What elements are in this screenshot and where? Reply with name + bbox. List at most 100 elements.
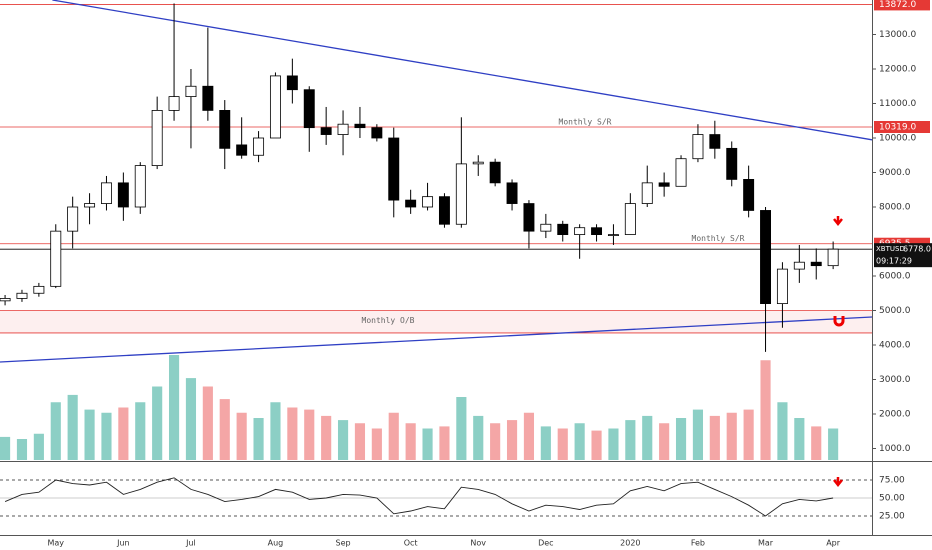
x-tick-label: 2020 — [620, 539, 640, 548]
x-tick-label: Apr — [826, 539, 841, 548]
volume-bar — [591, 430, 602, 460]
level-badge — [874, 120, 930, 133]
x-tick-label: Nov — [470, 539, 486, 548]
volume-bar — [168, 355, 180, 460]
candle-body — [320, 127, 332, 135]
level-badge — [874, 0, 930, 11]
candle-body — [33, 285, 45, 294]
x-tick-label: Sep — [336, 539, 351, 548]
candle-body — [371, 127, 383, 139]
y-tick-label: 11000.0 — [879, 99, 916, 109]
y-tick-label: 6000.0 — [879, 272, 911, 282]
current-time: 09:17:29 — [876, 257, 912, 266]
volume-bar — [743, 409, 754, 460]
candle-body — [354, 123, 366, 129]
candle-body — [489, 161, 501, 184]
volume-bar — [304, 409, 315, 460]
trendline — [0, 316, 873, 363]
candle-body — [793, 261, 805, 270]
candle-body — [253, 137, 265, 156]
candle-body — [810, 261, 822, 267]
candle-body — [134, 165, 146, 208]
volume-bar — [337, 420, 349, 460]
rsi-tick-label: 75.00 — [879, 476, 905, 486]
volume-bar — [50, 402, 61, 460]
volume-bar — [642, 415, 653, 460]
volume-bar — [67, 394, 78, 460]
zone-note: Monthly O/B — [362, 316, 415, 325]
y-tick-label: 4000.0 — [879, 341, 911, 351]
candle-body — [827, 248, 839, 267]
volume-bar — [219, 399, 230, 460]
volume-bar — [321, 415, 332, 460]
volume-bar — [692, 409, 704, 460]
candle-body — [743, 179, 755, 211]
candle-body — [337, 123, 349, 135]
down-arrow-icon — [833, 477, 843, 488]
volume-bar — [709, 415, 720, 460]
candle-body — [557, 223, 569, 236]
candle-body — [151, 110, 163, 167]
volume-bar — [608, 428, 619, 460]
volume-bar — [253, 418, 264, 460]
candle-body — [303, 89, 315, 129]
y-tick-label: 3000.0 — [879, 375, 911, 385]
volume-bar — [625, 420, 636, 460]
candle-body — [760, 210, 772, 305]
level-label: 10319.0 — [879, 122, 916, 132]
candle-body — [0, 298, 11, 302]
y-tick-label: 5000.0 — [879, 306, 911, 316]
candle-body — [16, 292, 28, 299]
volume-bar — [354, 423, 366, 460]
candle-body — [388, 137, 400, 201]
candle-body — [219, 110, 231, 149]
volume-bar — [760, 360, 771, 460]
x-tick-label: Mar — [758, 539, 774, 548]
current-symbol: XBTUSD — [876, 245, 905, 253]
candle-body — [607, 234, 619, 237]
volume-bar — [574, 423, 585, 460]
volume-bar — [456, 397, 467, 460]
volume-bar — [557, 428, 568, 460]
volume-bar — [135, 402, 146, 460]
down-arrow-icon — [833, 216, 843, 227]
candle-body — [506, 182, 518, 204]
candle-body — [455, 163, 467, 225]
x-tick-label: Aug — [268, 539, 284, 548]
volume-bar — [659, 423, 670, 460]
trendline — [52, 0, 873, 141]
volume-bar — [726, 412, 737, 460]
candle-body — [422, 196, 434, 208]
candle-body — [286, 75, 298, 91]
candle-body — [84, 203, 96, 208]
candle-body — [624, 203, 636, 236]
x-tick-label: May — [47, 539, 64, 548]
candle-body — [405, 199, 417, 208]
volume-bar — [287, 407, 298, 460]
magnet-icon — [833, 316, 845, 327]
volume-bar — [371, 428, 382, 460]
candle-body — [641, 182, 653, 204]
volume-bar — [0, 436, 11, 460]
candle-body — [269, 75, 281, 139]
rsi-line — [4, 477, 834, 517]
volume-bar — [540, 426, 551, 460]
candle-body — [709, 134, 721, 149]
candle-body — [202, 85, 214, 111]
level-note: Monthly S/R — [559, 117, 612, 126]
volume-bar — [270, 402, 281, 460]
zone — [0, 310, 872, 333]
candle-body — [185, 85, 197, 98]
volume-bar — [388, 412, 399, 460]
volume-bar — [439, 426, 450, 460]
candle-body — [168, 96, 180, 111]
volume-bar — [236, 412, 247, 460]
volume-bar — [490, 423, 501, 460]
volume-bar — [405, 423, 416, 460]
y-tick-label: 8000.0 — [879, 203, 911, 213]
volume-bar — [506, 420, 518, 460]
current-badge — [874, 243, 932, 268]
candle-body — [726, 147, 738, 180]
current-label: 6778.0 — [903, 245, 931, 254]
